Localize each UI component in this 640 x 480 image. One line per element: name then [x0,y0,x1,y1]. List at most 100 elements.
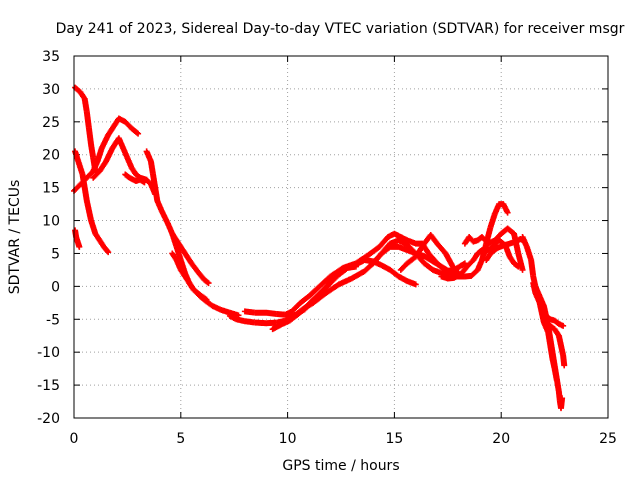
series-arc-c [72,227,83,250]
data-point [297,294,311,306]
x-tick-label: 0 [70,431,79,447]
y-tick-label: 25 [42,115,60,131]
data-point [543,312,553,322]
y-tick-label: 15 [42,181,60,197]
data-point [504,225,516,236]
y-tick-label: -10 [37,345,60,361]
data-point [81,184,90,203]
data-point [320,277,335,293]
series-arc-b [72,148,112,256]
data-point [305,284,322,300]
data-point [105,123,117,138]
data-point [105,249,112,256]
plot-border [73,55,609,419]
data-point [72,84,83,95]
data-point [128,164,139,177]
x-axis-ticks: 0 5 10 15 20 25 [70,56,617,447]
data-point [528,257,537,278]
data-point [92,230,102,242]
data-point [295,304,309,318]
data-point [158,207,171,226]
data-point [182,250,194,266]
data-point [427,232,440,246]
data-point [434,240,448,256]
data-point [303,296,318,310]
data-point [361,261,375,275]
data-point [83,169,96,181]
chart-title: Day 241 of 2023, Sidereal Day-to-day VTE… [56,21,625,37]
data-point [348,268,367,282]
data-point [538,306,549,318]
y-tick-label: 10 [42,214,60,230]
data-point [96,237,107,249]
data-point [132,177,142,185]
data-point [387,266,401,279]
data-point [553,376,560,383]
data-point [175,240,188,256]
data-point [470,251,480,264]
data-point [182,273,192,285]
data-point [122,171,132,180]
data-point [335,265,350,278]
data-point [143,176,153,187]
data-point [88,141,96,160]
data-point [468,267,480,279]
data-point [188,260,200,274]
y-tick-label: 30 [42,82,60,98]
data-point [141,179,148,186]
y-tick-label: -5 [46,312,60,328]
x-tick-label: 25 [599,431,617,447]
data-point [76,243,83,250]
data-point [169,230,181,246]
data-point [312,287,326,302]
data-point [201,276,211,286]
y-tick-label: 0 [51,279,60,295]
data-point [551,326,562,338]
x-axis-label: GPS time / hours [282,458,399,474]
data-point [205,280,212,287]
series-arc-e [90,135,159,198]
data-point [98,133,111,152]
data-point [85,125,94,147]
series-arc-d [71,115,142,194]
y-tick-label: 20 [42,148,60,164]
data-point [77,89,87,101]
data-point [100,243,111,255]
data-point [288,300,303,315]
data-point [370,251,384,267]
data-point [478,247,488,255]
data-point [316,274,333,290]
series-arc-m [269,276,336,333]
y-tick-label: 35 [42,49,60,65]
data-point [90,169,102,181]
data-point [77,175,89,188]
series-arc-w [547,322,568,369]
data-point [551,317,561,327]
data-point [177,266,188,279]
data-point [96,159,109,175]
series-arc-f [122,171,148,186]
data-point [561,362,568,369]
data-point [75,158,86,177]
series-arc-v [538,306,567,329]
data-point [457,264,470,278]
data-point [147,158,156,177]
data-point [483,251,493,264]
data-point [487,246,499,257]
x-tick-label: 5 [176,431,185,447]
data-point [491,231,504,244]
data-point [286,311,301,324]
data-point [519,266,526,273]
series-arc-i [169,230,212,287]
data-point [461,260,468,267]
data-point [103,146,115,165]
data-point [506,253,517,266]
y-tick-label: 5 [51,246,60,262]
data-point [470,237,480,245]
series-arc-h [169,250,210,303]
data-point [547,316,557,324]
series-arc-p [397,201,511,280]
y-axis-label: SDTVAR / TECUs [7,180,23,295]
plot-data [71,84,568,412]
